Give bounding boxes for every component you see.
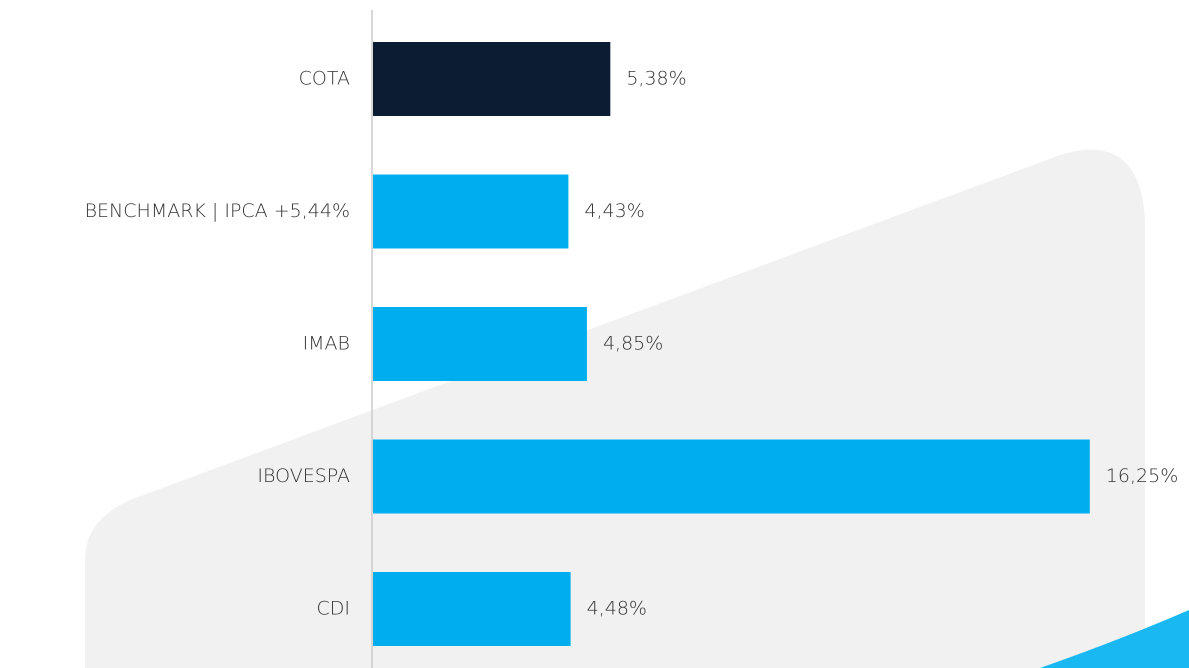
value-label: 4,48% [587, 598, 647, 620]
category-label: BENCHMARK | IPCA +5,44% [85, 200, 350, 222]
bar [373, 439, 1090, 514]
bar [373, 572, 571, 646]
category-label: CDI [316, 598, 350, 620]
value-label: 16,25% [1106, 465, 1178, 487]
category-label: COTA [299, 68, 350, 90]
bar [373, 42, 611, 116]
corner-accent [1040, 610, 1189, 668]
value-label: 4,43% [584, 200, 644, 222]
bar [373, 307, 587, 381]
background-shape [85, 149, 1145, 668]
value-label: 5,38% [626, 68, 686, 90]
bar [373, 174, 569, 249]
category-label: IMAB [303, 333, 350, 355]
value-label: 4,85% [603, 333, 663, 355]
category-label: IBOVESPA [257, 465, 350, 487]
